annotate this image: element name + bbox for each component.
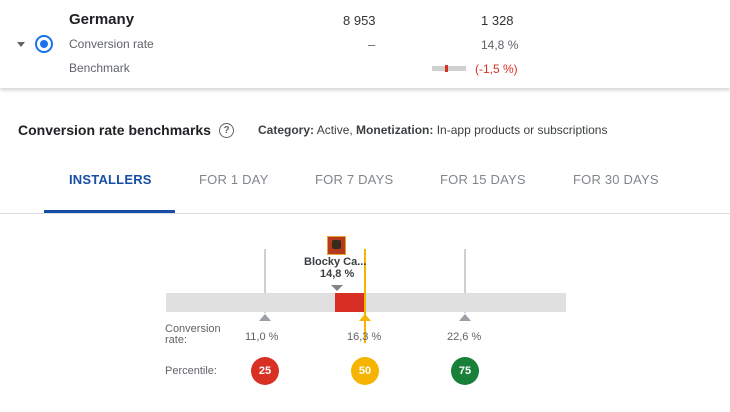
tab-for-15-days[interactable]: FOR 15 DAYS [440, 172, 526, 187]
category-value: Active, [316, 123, 353, 137]
section-title: Conversion rate benchmarks [18, 122, 211, 138]
country-name: Germany [69, 11, 135, 28]
collapse-caret-icon[interactable] [17, 42, 25, 47]
tab-for-30-days[interactable]: FOR 30 DAYS [573, 172, 659, 187]
radio-selected-icon[interactable] [35, 35, 53, 53]
tab-installers[interactable]: INSTALLERS [69, 172, 152, 187]
conversion-rate-row-label: Conversion rate: [165, 323, 221, 346]
summary-card: Germany 8 953 1 328 Conversion rate – 14… [0, 0, 730, 88]
app-icon [327, 236, 346, 255]
percentile-75-badge: 75 [451, 357, 479, 385]
monetization-label: Monetization: [356, 123, 434, 137]
benchmark-label: Benchmark [69, 61, 130, 75]
benchmark-mini-bar [432, 66, 466, 71]
p25-value: 11,0 % [245, 331, 279, 343]
conversion-col1: – [368, 37, 376, 52]
tab-for-7-days[interactable]: FOR 7 DAYS [315, 172, 394, 187]
tabs-divider [0, 213, 730, 214]
p75-value: 22,6 % [447, 331, 482, 343]
app-pointer-icon [331, 285, 343, 291]
country-col2: 1 328 [481, 13, 514, 28]
percentile-row-label: Percentile: [165, 365, 217, 377]
tab-for-1-day[interactable]: FOR 1 DAY [199, 172, 269, 187]
benchmark-mini-marker [445, 65, 448, 72]
percentile-25-badge: 25 [251, 357, 279, 385]
app-name: Blocky Ca... [304, 256, 367, 268]
benchmark-value: (-1,5 %) [475, 62, 518, 76]
app-range-bar [335, 293, 364, 312]
percentile-50-badge: 50 [351, 357, 379, 385]
active-tab-indicator [44, 210, 175, 213]
help-icon[interactable]: ? [219, 123, 234, 138]
country-col1: 8 953 [343, 13, 376, 28]
p25-up-arrow-icon [259, 314, 271, 321]
p50-up-arrow-icon [359, 314, 371, 321]
p75-up-arrow-icon [459, 314, 471, 321]
conversion-col2: 14,8 % [481, 38, 519, 52]
conversion-rate-label: Conversion rate [69, 37, 154, 51]
category-label: Category: [258, 123, 315, 137]
p50-value: 16,3 % [347, 331, 382, 343]
section-meta: Category: Active, Monetization: In-app p… [258, 123, 607, 137]
app-value: 14,8 % [320, 268, 355, 280]
monetization-value: In-app products or subscriptions [436, 123, 608, 137]
